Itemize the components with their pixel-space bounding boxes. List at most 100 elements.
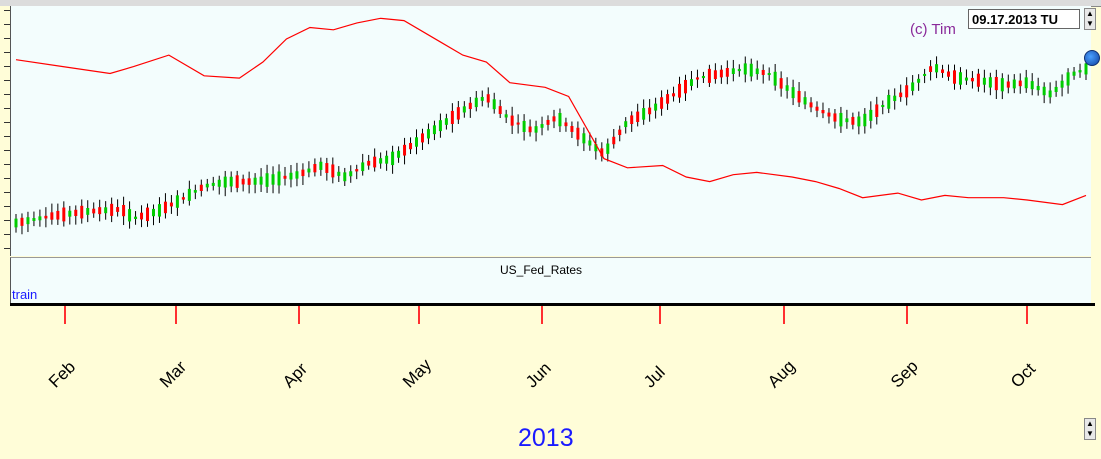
candle-up (869, 109, 873, 121)
candle-up (1066, 72, 1070, 86)
candle-down (181, 197, 185, 200)
candle-up (462, 106, 466, 113)
date-readout-box[interactable]: 09.17.2013 TU (968, 9, 1080, 29)
candle-up (438, 120, 442, 132)
candle-down (612, 136, 616, 145)
candle-down (952, 70, 956, 84)
candle-down (498, 106, 502, 114)
candle-up (785, 85, 789, 91)
candle-up (193, 190, 197, 193)
y-tick (4, 66, 10, 67)
candle-up (522, 120, 526, 132)
candle-down (20, 217, 24, 226)
candle-down (672, 93, 676, 97)
y-tick (4, 108, 10, 109)
candle-up (923, 73, 927, 76)
candle-up (701, 75, 705, 79)
candle-up (444, 118, 448, 125)
month-label-oct: Oct (1007, 359, 1040, 392)
candle-up (265, 173, 269, 187)
candle-up (964, 77, 968, 81)
candle-down (146, 207, 150, 222)
candle-up (426, 129, 430, 139)
candle-up (588, 140, 592, 146)
candle-up (229, 176, 233, 187)
candle-down (713, 70, 717, 80)
candle-down (899, 92, 903, 98)
candle-up (624, 121, 628, 128)
candle-up (1030, 81, 1034, 90)
candle-down (313, 164, 317, 173)
candle-down (140, 212, 144, 220)
y-tick (4, 150, 10, 151)
date-spin-buttons[interactable]: ▲ ▼ (1084, 8, 1096, 30)
candle-down (50, 212, 54, 220)
candle-up (558, 112, 562, 127)
month-label-apr: Apr (279, 359, 312, 392)
candle-down (468, 102, 472, 110)
candle-up (277, 171, 281, 186)
candle-up (385, 155, 389, 164)
candle-up (731, 68, 735, 75)
month-label-feb: Feb (45, 357, 80, 392)
price-chart-panel[interactable] (10, 6, 1091, 256)
candle-up (582, 133, 586, 144)
candle-up (307, 168, 311, 173)
candle-down (169, 202, 173, 207)
month-label-mar: Mar (156, 357, 191, 392)
candle-down (833, 113, 837, 122)
candle-down (367, 160, 371, 166)
month-tick (659, 306, 661, 324)
candle-up (654, 103, 658, 111)
y-tick (4, 136, 10, 137)
month-tick (418, 306, 420, 324)
candle-down (970, 77, 974, 82)
candle-up (205, 183, 209, 188)
candle-up (14, 218, 18, 228)
candle-up (259, 176, 263, 185)
candle-down (163, 201, 167, 214)
scroll-spin-buttons[interactable]: ▲ ▼ (1084, 418, 1096, 440)
candle-up (791, 87, 795, 99)
candle-down (666, 94, 670, 104)
candle-down (695, 77, 699, 80)
candle-down (809, 102, 813, 108)
candle-down (92, 208, 96, 214)
candle-up (857, 116, 861, 127)
candle-up (958, 72, 962, 85)
candle-down (875, 104, 879, 117)
candle-down (373, 156, 377, 168)
candle-up (1036, 85, 1040, 91)
indicator-panel (10, 257, 1091, 304)
candle-down (241, 178, 245, 185)
candle-up (175, 195, 179, 208)
candle-down (779, 78, 783, 89)
candle-up (86, 208, 90, 215)
month-tick (1026, 306, 1028, 324)
candle-down (62, 207, 66, 222)
candle-down (725, 67, 729, 77)
candle-up (881, 104, 885, 108)
y-tick (4, 178, 10, 179)
candle-up (1000, 78, 1004, 92)
candle-up (743, 63, 747, 75)
candle-down (98, 207, 102, 215)
candle-up (737, 68, 741, 72)
candle-down (905, 85, 909, 98)
candle-down (456, 107, 460, 120)
candle-down (44, 215, 48, 219)
candle-up (211, 182, 215, 186)
candle-down (325, 163, 329, 173)
month-tick (906, 306, 908, 324)
candle-up (988, 77, 992, 88)
globe-icon[interactable] (1084, 50, 1100, 66)
candle-down (719, 69, 723, 78)
candle-down (994, 76, 998, 91)
candle-down (283, 175, 287, 179)
candle-up (480, 96, 484, 101)
candle-up (361, 162, 365, 172)
y-tick (4, 234, 10, 235)
month-label-jun: Jun (522, 358, 555, 392)
candle-down (528, 126, 532, 133)
candle-up (917, 78, 921, 83)
